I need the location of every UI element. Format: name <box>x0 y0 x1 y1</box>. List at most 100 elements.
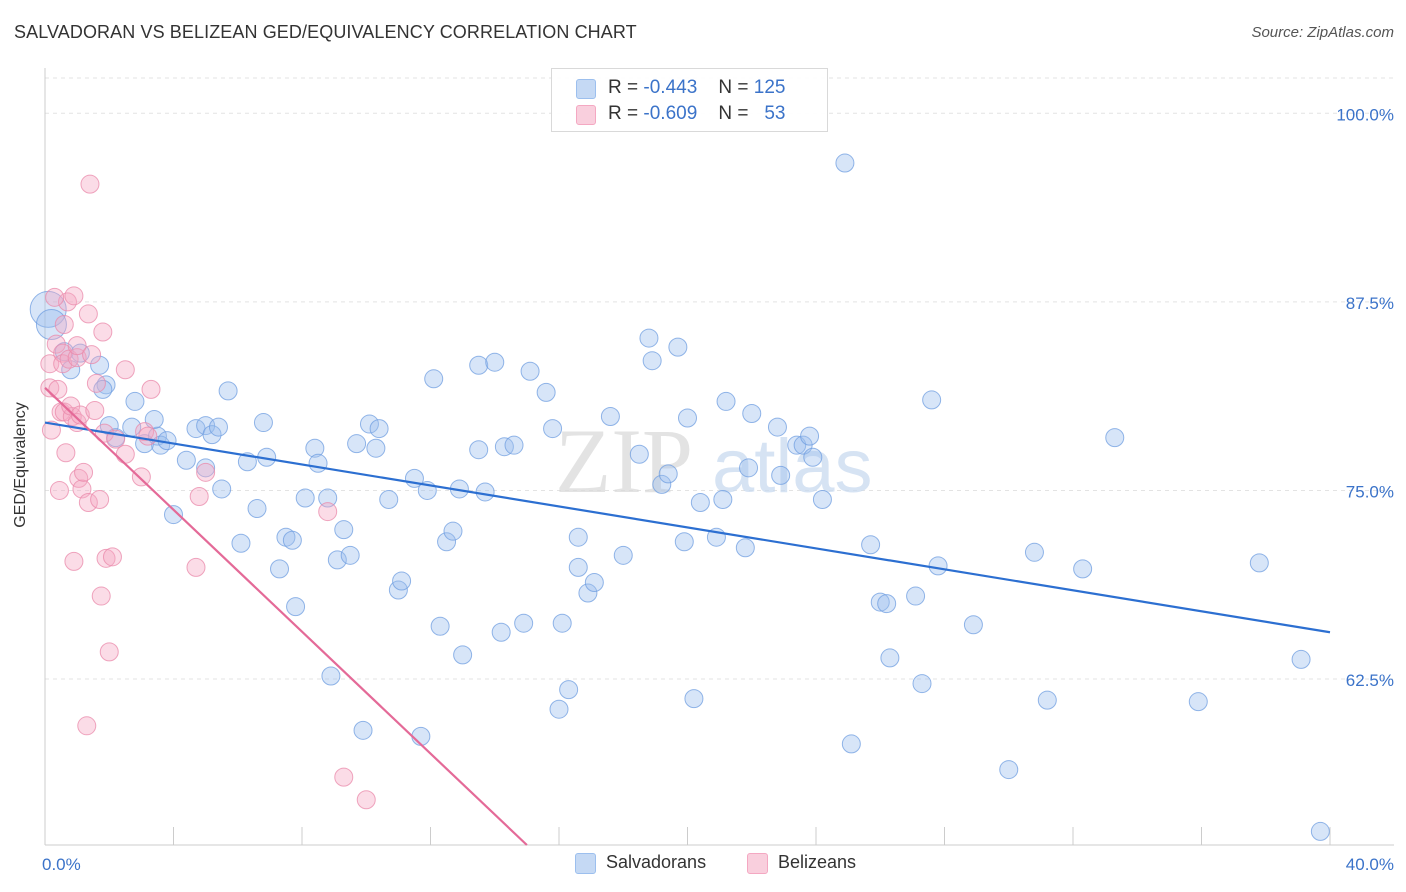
salvadoran-point <box>787 435 807 455</box>
chart-title: SALVADORAN VS BELIZEAN GED/EQUIVALENCY C… <box>14 22 637 42</box>
salvadoran-point <box>353 720 373 740</box>
legend-n-value: 125 <box>753 77 786 98</box>
salvadoran-point <box>411 726 431 746</box>
belizean-point <box>64 551 84 571</box>
salvadoran-point <box>536 382 556 402</box>
salvadoran-point <box>578 583 598 603</box>
salvadoran-point <box>176 450 196 470</box>
salvadoran-point <box>1310 821 1330 841</box>
salvadoran-point <box>600 407 620 427</box>
salvadoran-point <box>841 734 861 754</box>
salvadoran-point <box>270 559 290 579</box>
belizean-point <box>141 379 161 399</box>
watermark: ZIP atlas <box>555 410 873 512</box>
belizean-point <box>131 467 151 487</box>
salvadoran-point <box>247 499 267 519</box>
correlation-legend: R = -0.443 N = 125 R = -0.609 N = 53 <box>551 68 828 132</box>
data-points <box>29 153 1330 841</box>
y-tick-label: 62.5% <box>1346 671 1394 690</box>
salvadoran-point <box>453 645 473 665</box>
belizean-point <box>48 379 68 399</box>
salvadoran-point <box>674 532 694 552</box>
watermark-atlas: atlas <box>712 424 873 509</box>
salvadoran-point <box>1249 553 1269 573</box>
belizean-point <box>96 548 116 568</box>
salvadoran-point <box>613 545 633 565</box>
salvadoran-point <box>514 613 534 633</box>
belizean-point <box>41 420 61 440</box>
belizean-point <box>356 790 376 810</box>
salvadoran-point <box>629 444 649 464</box>
legend-n-label: N = <box>718 103 749 124</box>
legend-r-label: R = <box>608 103 639 124</box>
legend-n-label: N = <box>718 77 749 98</box>
salvadoran-point <box>584 572 604 592</box>
salvadoran-point <box>164 505 183 525</box>
salvadoran-point <box>1037 690 1057 710</box>
salvadoran-point <box>1024 542 1044 562</box>
salvadoran-point <box>912 674 932 694</box>
belizean-point <box>82 345 102 365</box>
salvadoran-point <box>812 489 832 509</box>
belizean-point <box>49 480 69 500</box>
belizean-point <box>40 378 60 398</box>
salvadoran-point <box>359 414 379 434</box>
salvadoran-point <box>340 545 360 565</box>
legend-text-salvadorans: R = -0.443 N = 125 <box>608 77 785 99</box>
belizean-point <box>115 444 135 464</box>
bottom-legend-label-salvadorans: Salvadorans <box>606 852 707 872</box>
axes <box>44 68 1394 846</box>
salvadoran-point <box>366 438 386 458</box>
salvadoran-point <box>642 351 662 371</box>
belizean-point <box>90 489 110 509</box>
belizean-point <box>78 304 98 324</box>
salvadoran-point <box>369 419 389 439</box>
salvadoran-point <box>282 530 302 550</box>
salvadoran-point <box>678 408 697 428</box>
salvadoran-point <box>880 648 900 668</box>
belizean-point <box>138 426 158 446</box>
salvadoran-point <box>735 538 755 558</box>
belizean-point <box>196 462 216 482</box>
x-tick-label: 0.0% <box>42 855 81 874</box>
salvadoran-point <box>491 622 511 642</box>
salvadoran-point <box>922 390 942 410</box>
grid-lines <box>45 77 1394 680</box>
belizean-point <box>70 405 90 425</box>
bottom-legend-swatch-salvadorans <box>575 853 596 874</box>
x-tick-label: 40.0% <box>1346 855 1394 874</box>
belizean-point <box>102 547 122 567</box>
salvadoran-point <box>767 417 787 437</box>
belizean-trend-line <box>44 387 528 846</box>
salvadoran-point <box>253 413 273 433</box>
salvadoran-point <box>928 556 948 576</box>
salvadoran-point <box>668 337 688 357</box>
salvadoran-point <box>347 434 367 454</box>
bottom-legend-label-belizeans: Belizeans <box>778 852 857 872</box>
salvadoran-point <box>212 479 232 499</box>
watermark-zip: ZIP <box>555 410 693 512</box>
salvadoran-point <box>308 453 328 473</box>
salvadoran-point <box>231 533 251 553</box>
salvadoran-point <box>485 352 505 372</box>
belizean-point <box>334 767 354 787</box>
salvadoran-point <box>800 426 820 446</box>
belizean-point <box>189 486 209 506</box>
salvadoran-point <box>1073 559 1093 579</box>
salvadoran-point <box>713 489 733 509</box>
salvadoran-point <box>295 488 315 508</box>
salvadoran-point <box>321 666 341 686</box>
salvadoran-point <box>690 493 710 513</box>
salvadoran-point <box>803 447 823 467</box>
salvadoran-point <box>559 680 579 700</box>
salvadoran-point <box>963 615 983 635</box>
legend-text-belizeans: R = -0.609 N = 53 <box>608 103 785 125</box>
salvadoran-point <box>906 586 926 606</box>
tick-labels: 62.5% 75.0% 87.5% 100.0% 0.0% 40.0% <box>42 105 1394 874</box>
salvadoran-point <box>543 419 563 439</box>
salvadoran-point <box>469 440 489 460</box>
salvadoran-point <box>202 425 222 445</box>
legend-r-value: -0.609 <box>643 103 698 124</box>
salvadoran-point <box>494 437 514 457</box>
belizean-point <box>56 443 76 463</box>
